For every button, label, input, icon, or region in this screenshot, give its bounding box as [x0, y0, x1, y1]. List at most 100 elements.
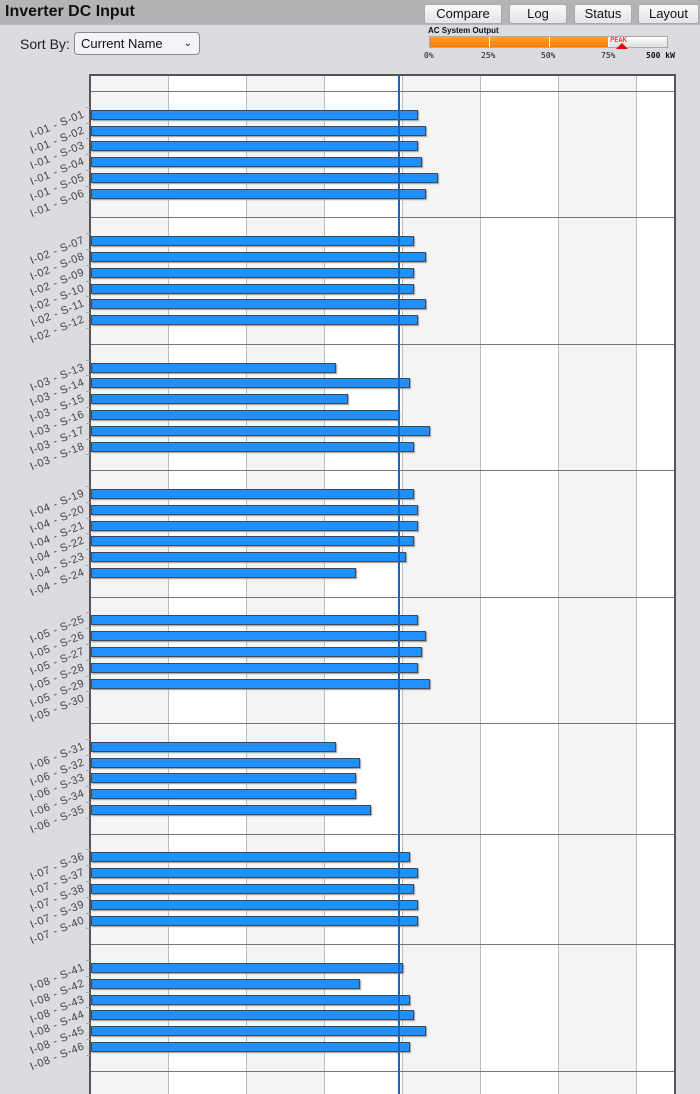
bar	[91, 962, 403, 973]
bar	[91, 757, 361, 768]
grid-column	[325, 76, 403, 1094]
group-separator	[91, 343, 674, 345]
bar	[91, 536, 414, 547]
group-separator	[91, 833, 674, 835]
axis-tick	[86, 817, 90, 819]
bar	[91, 646, 422, 657]
axis-tick	[86, 975, 90, 977]
grid-column	[559, 76, 637, 1094]
meter-divider	[548, 37, 550, 47]
axis-tick	[86, 422, 90, 424]
gridline	[246, 76, 247, 1094]
grid-column	[403, 76, 481, 1094]
axis-tick	[86, 533, 90, 535]
sort-by-value: Current Name	[81, 36, 163, 51]
axis-tick	[86, 612, 90, 614]
bar	[91, 172, 439, 183]
bar	[91, 868, 418, 879]
group-separator	[91, 723, 674, 724]
axis-tick	[86, 454, 90, 456]
axis-tick	[86, 391, 90, 393]
grid-column	[637, 76, 674, 1094]
axis-tick	[86, 1039, 90, 1040]
bar	[91, 883, 414, 894]
bar	[91, 899, 418, 910]
ac-output-fill	[430, 37, 608, 47]
ac-max-label: 500 kW	[646, 51, 675, 60]
bar	[91, 789, 357, 800]
group-separator	[91, 944, 674, 946]
axis-tick	[86, 517, 90, 519]
bar	[91, 678, 431, 689]
peak-marker-icon	[615, 43, 628, 49]
bar	[91, 157, 422, 168]
ac-tick: 50%	[541, 51, 556, 60]
axis-tick	[86, 122, 90, 124]
bar	[91, 567, 357, 578]
bar	[91, 631, 426, 642]
bar	[91, 188, 426, 199]
sort-by-label: Sort By:	[20, 36, 70, 52]
bar	[91, 109, 418, 120]
axis-tick	[86, 580, 90, 582]
compare-button[interactable]: Compare	[424, 4, 502, 24]
gridline	[324, 76, 325, 1094]
layout-button[interactable]: Layout	[638, 4, 699, 24]
axis-tick	[86, 786, 90, 788]
status-button[interactable]: Status	[574, 4, 632, 24]
axis-tick	[86, 170, 90, 171]
reference-line	[398, 76, 400, 1094]
meter-divider	[607, 37, 609, 47]
bar	[91, 504, 418, 515]
bar	[91, 267, 414, 278]
bar	[91, 852, 411, 863]
bar	[91, 378, 411, 389]
axis-tick	[86, 802, 90, 803]
chevron-down-icon: ⌄	[183, 38, 192, 49]
bar	[91, 141, 418, 152]
bar	[91, 315, 418, 326]
bar	[91, 394, 348, 405]
axis-tick	[86, 849, 90, 851]
ac-output-meter: PEAK	[429, 36, 668, 49]
axis-tick	[86, 249, 90, 250]
bar	[91, 1041, 411, 1052]
axis-tick	[86, 312, 90, 314]
group-separator	[91, 596, 674, 598]
axis-tick	[86, 438, 90, 440]
group-separator	[91, 217, 674, 219]
bar	[91, 520, 418, 531]
axis-tick	[86, 280, 90, 282]
grid-column	[481, 76, 559, 1094]
axis-tick	[86, 233, 90, 235]
axis-tick	[86, 264, 90, 266]
axis-tick	[86, 738, 90, 740]
bar	[91, 804, 372, 815]
bar	[91, 773, 357, 784]
axis-tick	[86, 1054, 90, 1056]
ac-tick: 25%	[481, 51, 496, 60]
bar	[91, 488, 414, 499]
meter-divider	[489, 37, 491, 47]
axis-tick	[86, 659, 90, 661]
ac-tick: 75%	[601, 51, 616, 60]
bar	[91, 236, 414, 247]
gridline	[636, 76, 637, 1094]
axis-tick	[86, 912, 90, 914]
axis-tick	[86, 486, 90, 487]
bar	[91, 362, 336, 373]
grid-column	[169, 76, 247, 1094]
axis-tick	[86, 691, 90, 693]
log-button[interactable]: Log	[509, 4, 567, 24]
group-separator	[91, 470, 674, 472]
ac-tick: 0%	[424, 51, 434, 60]
axis-tick	[86, 754, 90, 756]
axis-tick	[86, 201, 90, 203]
axis-tick	[86, 359, 90, 361]
gridline	[480, 76, 481, 1094]
bar	[91, 125, 426, 136]
axis-tick	[86, 960, 90, 961]
axis-tick	[86, 501, 90, 503]
sort-by-select[interactable]: Current Name ⌄	[74, 32, 200, 55]
bar	[91, 299, 426, 310]
